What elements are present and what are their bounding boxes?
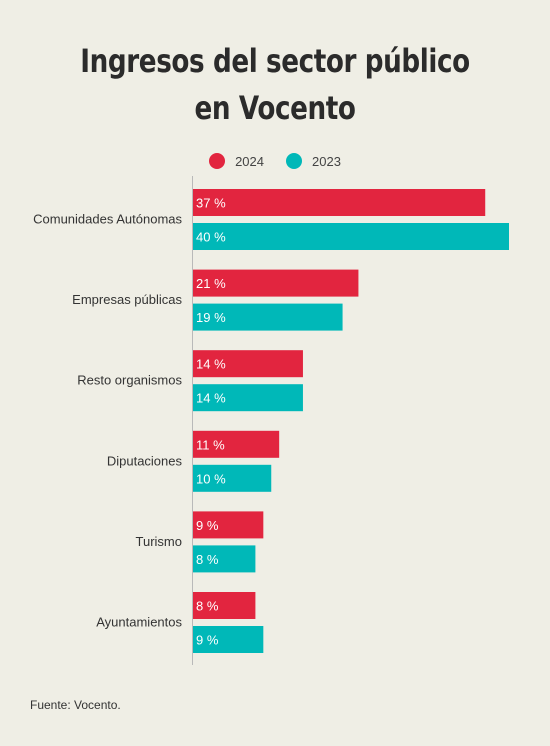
data-label: 19 % xyxy=(196,310,226,325)
data-label: 9 % xyxy=(196,633,219,648)
category-label: Diputaciones xyxy=(107,453,183,468)
data-label: 40 % xyxy=(196,230,226,245)
category-label: Ayuntamientos xyxy=(96,615,182,630)
data-label: 14 % xyxy=(196,391,226,406)
chart-title-line-1: Ingresos del sector público xyxy=(80,42,470,80)
data-label: 8 % xyxy=(196,599,219,614)
legend-item-2024: 2024 xyxy=(209,153,264,169)
chart-title: Ingresos del sector público en Vocento xyxy=(50,38,501,132)
bar-2024 xyxy=(192,269,359,297)
bar-2023 xyxy=(192,464,272,492)
data-label: 11 % xyxy=(196,437,225,452)
category-label: Turismo xyxy=(136,534,182,549)
bar-2023 xyxy=(192,545,256,573)
legend-swatch-2024 xyxy=(209,153,226,169)
bar-2024 xyxy=(192,430,280,458)
data-label: 8 % xyxy=(196,552,219,567)
legend: 2024 2023 xyxy=(0,153,550,169)
bar-2023 xyxy=(192,626,264,653)
data-label: 37 % xyxy=(196,196,226,211)
data-label: 21 % xyxy=(196,276,226,291)
legend-item-2023: 2023 xyxy=(286,153,341,169)
legend-label-2023: 2023 xyxy=(312,153,341,169)
data-label: 10 % xyxy=(196,471,226,486)
bar-2023 xyxy=(192,303,343,331)
bar-2024 xyxy=(192,350,303,378)
category-label: Empresas públicas xyxy=(72,292,182,307)
legend-swatch-2023 xyxy=(286,153,302,169)
source-note: Fuente: Vocento. xyxy=(30,698,121,712)
bar-2024 xyxy=(192,511,264,539)
legend-label-2024: 2024 xyxy=(235,153,264,169)
bar-2023 xyxy=(192,384,303,412)
data-label: 14 % xyxy=(196,357,226,372)
bar-2023 xyxy=(192,223,509,250)
bar-2024 xyxy=(192,592,256,619)
chart-title-line-2: en Vocento xyxy=(194,89,356,127)
category-label: Comunidades Autónomas xyxy=(33,212,182,227)
data-label: 9 % xyxy=(196,518,219,533)
bar-2024 xyxy=(192,189,486,216)
category-label: Resto organismos xyxy=(77,373,182,388)
